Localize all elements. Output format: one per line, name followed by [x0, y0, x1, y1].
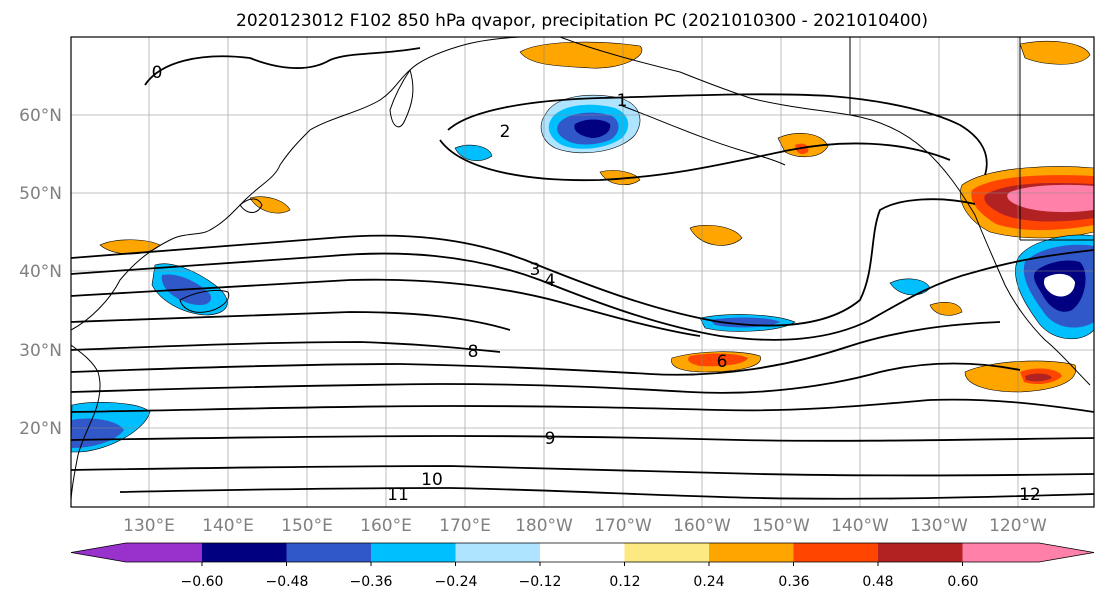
contour-line: [71, 278, 701, 337]
contour-label: 2: [500, 122, 511, 142]
contour-line: [71, 435, 1094, 442]
colorbar-segment: [962, 543, 1040, 562]
lon-labels: 130°E 140°E 150°E 160°E 170°E 180°W 170°…: [123, 516, 1047, 536]
lon-label: 170°W: [594, 516, 652, 536]
colorbar-segment: [878, 543, 963, 562]
anomaly-alaska-positive: [519, 40, 1091, 158]
contour-labels: 0 1 2 3 4 6 8 9 10 11 12: [152, 63, 1041, 505]
contour-label: 0: [152, 63, 163, 83]
lon-label: 160°W: [673, 516, 731, 536]
colorbar-tick-label: 0.60: [947, 574, 978, 590]
anomaly-misc-small: [99, 144, 963, 332]
contour-label: 1: [617, 91, 628, 111]
contour-line: [447, 93, 988, 176]
colorbar-tick-label: −0.48: [266, 574, 309, 590]
plot-title: 2020123012 F102 850 hPa qvapor, precipit…: [236, 11, 928, 31]
contour-line: [439, 139, 951, 182]
colorbar-tick-labels: −0.60 −0.48 −0.36 −0.24 −0.12 0.12 0.24 …: [181, 574, 979, 590]
colorbar-segment: [793, 543, 879, 562]
contour-label: 3: [530, 260, 541, 280]
colorbar-segment: [286, 543, 372, 562]
gridlines: [71, 37, 1094, 507]
colorbar-tick-label: −0.60: [181, 574, 224, 590]
colorbar-segment: [455, 543, 541, 562]
contour-label: 9: [545, 429, 556, 449]
qvapor-contours: [71, 47, 1094, 500]
colorbar: [70, 542, 1095, 566]
contour-label: 8: [468, 342, 479, 362]
lon-label: 140°E: [202, 516, 254, 536]
contour-line: [71, 362, 1021, 394]
colorbar-segment: [624, 543, 710, 562]
coastlines: [71, 37, 1094, 501]
contour-line: [71, 465, 1094, 477]
lon-label: 140°W: [831, 516, 889, 536]
contour-label: 10: [421, 470, 443, 490]
contour-line: [71, 198, 976, 327]
contour-line: [119, 487, 1094, 500]
lon-label: 150°E: [281, 516, 333, 536]
colorbar-extend-low: [71, 543, 126, 562]
lat-label: 20°N: [19, 419, 62, 439]
colorbar-segment: [371, 543, 456, 562]
colorbar-tick-label: −0.12: [519, 574, 562, 590]
contour-label: 4: [545, 271, 556, 291]
colorbar-tick-label: −0.36: [350, 574, 393, 590]
anomaly-subtropical-positive: [671, 351, 1077, 393]
lat-labels: 20°N 30°N 40°N 50°N 60°N: [19, 106, 62, 439]
lon-label: 170°E: [439, 516, 491, 536]
lat-label: 50°N: [19, 184, 62, 204]
contour-line: [144, 47, 421, 86]
colorbar-segment: [126, 543, 203, 562]
lon-label: 130°E: [123, 516, 175, 536]
colorbar-tick-label: −0.24: [435, 574, 478, 590]
lat-label: 30°N: [19, 341, 62, 361]
anomaly-aleutian-negative: [540, 94, 641, 154]
contour-label: 6: [717, 352, 728, 372]
lat-label: 40°N: [19, 262, 62, 282]
contour-label: 11: [387, 485, 409, 505]
colorbar-segment: [540, 543, 625, 562]
colorbar-tick-label: 0.24: [693, 574, 724, 590]
colorbar-segment: [202, 543, 287, 562]
contour-line: [71, 311, 511, 331]
map-area: 0 1 2 3 4 6 8 9 10 11 12: [70, 36, 1095, 508]
anomaly-nw-america-positive: [960, 166, 1094, 239]
lon-label: 130°W: [910, 516, 968, 536]
contour-line: [71, 398, 1094, 413]
colorbar-tick-label: 0.48: [862, 574, 893, 590]
colorbar-segment: [709, 543, 794, 562]
colorbar-outline: [70, 542, 1095, 563]
colorbar-tick-label: 0.36: [778, 574, 809, 590]
anomaly-california-negative: [1015, 234, 1094, 340]
lon-label: 120°W: [989, 516, 1047, 536]
contour-line: [71, 321, 1001, 376]
map-frame: [70, 36, 1095, 508]
colorbar-extend-high: [1039, 543, 1094, 562]
contour-label: 12: [1019, 485, 1041, 505]
contour-line: [71, 341, 501, 353]
lat-label: 60°N: [19, 106, 62, 126]
lon-label: 160°E: [360, 516, 412, 536]
contour-line: [71, 249, 1094, 341]
colorbar-tick-label: 0.12: [609, 574, 640, 590]
lon-label: 150°W: [752, 516, 810, 536]
lon-label: 180°W: [515, 516, 573, 536]
